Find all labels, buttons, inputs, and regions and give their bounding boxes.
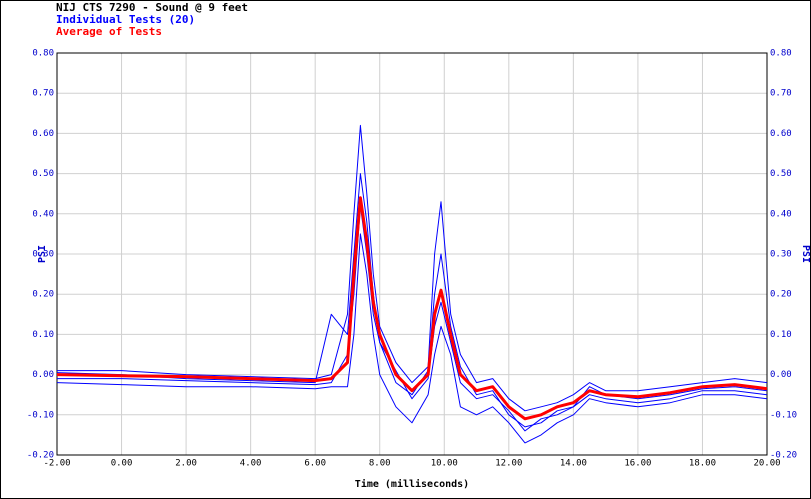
y-tick-label: 0.20 [32,290,54,300]
x-tick-label: 2.00 [175,459,197,469]
x-axis-label: Time (milliseconds) [355,478,469,490]
y2-tick-label: 0.30 [770,250,792,260]
x-tick-label: 16.00 [624,459,651,469]
y-tick-label: 0.50 [32,169,54,179]
y-tick-label: 0.60 [32,129,54,139]
y2-tick-label: 0.70 [770,89,792,99]
y2-axis-label: PSI [800,245,811,263]
y2-tick-label: 0.10 [770,330,792,340]
y2-tick-label: 0.80 [770,49,792,59]
legend-entry: Individual Tests (20) [56,13,195,26]
y2-tick-label: 0.00 [770,370,792,380]
x-tick-label: 0.00 [111,459,133,469]
x-tick-label: 8.00 [369,459,391,469]
x-tick-label: 6.00 [304,459,326,469]
y-tick-label: 0.30 [32,250,54,260]
x-tick-label: 14.00 [560,459,587,469]
plot-border [56,52,768,456]
x-tick-label: 20.00 [753,459,780,469]
x-tick-label: 12.00 [495,459,522,469]
y2-tick-label: -0.10 [770,410,797,420]
y-tick-label: 0.10 [32,330,54,340]
y2-tick-label: 0.40 [770,209,792,219]
y-tick-label: 0.80 [32,49,54,59]
y2-tick-label: -0.20 [770,451,797,461]
series-line [56,233,768,444]
series-line [56,196,768,421]
y2-tick-label: 0.20 [770,290,792,300]
y-axis-label: PSI [37,245,48,263]
legend-entry: Average of Tests [56,25,162,38]
y2-tick-label: 0.60 [770,129,792,139]
x-tick-label: 10.00 [431,459,458,469]
chart-title: NIJ CTS 7290 - Sound @ 9 feet [56,1,248,14]
y-tick-label: 0.00 [32,370,54,380]
y2-tick-label: 0.50 [770,169,792,179]
y-tick-label: -0.20 [27,451,54,461]
y-tick-label: 0.70 [32,89,54,99]
x-tick-label: -2.00 [43,459,70,469]
x-tick-label: 18.00 [689,459,716,469]
series-line [57,124,768,412]
x-tick-label: 4.00 [240,459,262,469]
y-tick-label: -0.10 [27,410,54,420]
y-tick-label: 0.40 [32,209,54,219]
